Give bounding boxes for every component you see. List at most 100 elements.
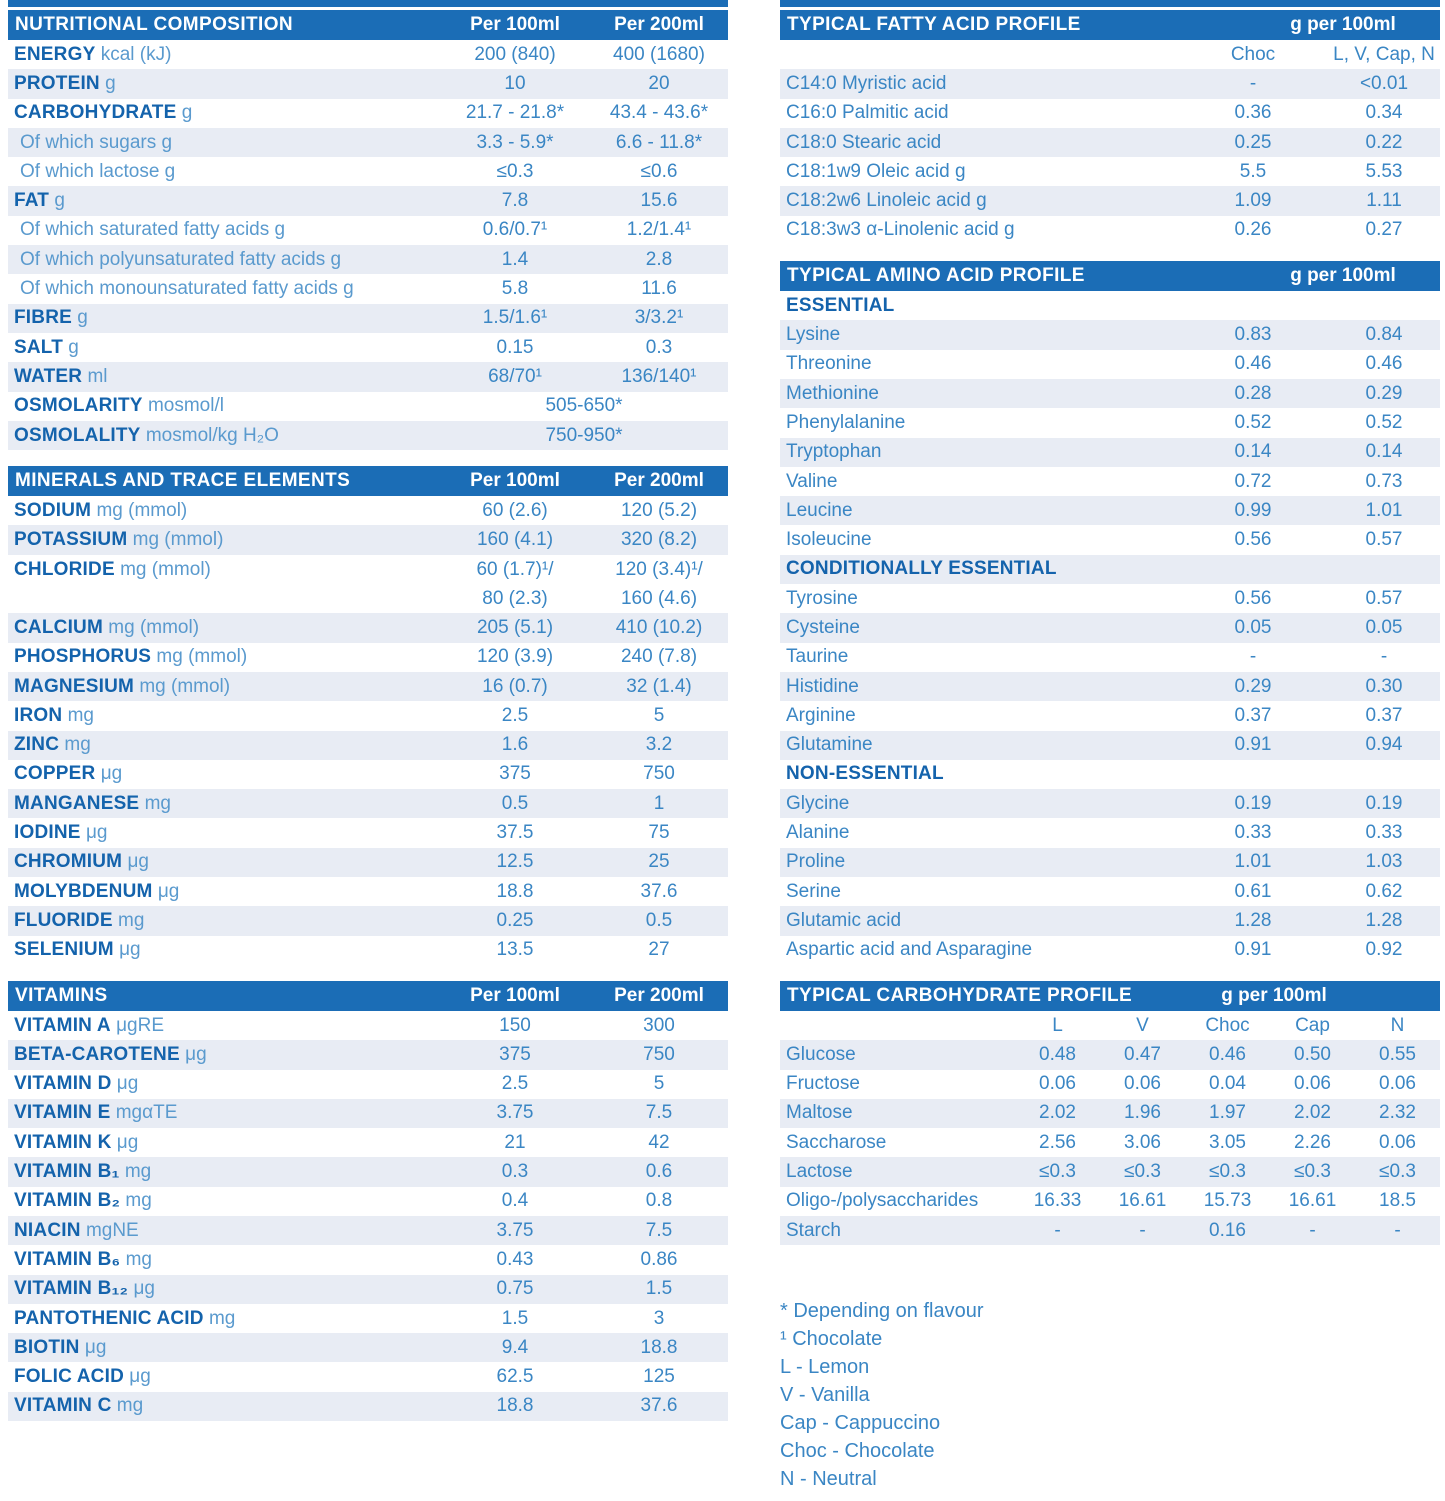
cell-value: 136/140¹: [621, 365, 697, 387]
row-label-strong: VITAMIN B₁₂: [14, 1278, 129, 1300]
table-row: CONDITIONALLY ESSENTIAL: [780, 554, 1440, 585]
column-header: Cap: [1295, 1014, 1330, 1036]
cell-value: 0.37: [1234, 704, 1272, 726]
cell-value: 2.02: [1294, 1102, 1331, 1124]
table-row: BIOTIN μg 9.4 18.8: [8, 1333, 728, 1363]
table-row: VITAMIN B₂ mg 0.4 0.8: [8, 1187, 728, 1216]
table-row: CHLORIDE mg (mmol) 60 (1.7)¹/80 (2.3) 120 …: [8, 555, 728, 614]
right-column: TYPICAL FATTY ACID PROFILE g per 100ml C…: [780, 0, 1440, 1493]
cell-value: 5.53: [1365, 160, 1403, 182]
table-row: Glucose 0.48 0.47 0.46 0.50 0.55: [780, 1040, 1440, 1070]
per-100ml-column-header: Per 100ml: [470, 14, 560, 35]
row-label: SODIUM mg (mmol): [8, 500, 440, 522]
cell-value: 0.48: [1039, 1043, 1076, 1065]
row-label: Methionine: [786, 382, 879, 404]
cell-value: 0.84: [1365, 324, 1403, 346]
cell-value: 16.61: [1118, 1190, 1167, 1212]
row-label: Phenylalanine: [786, 411, 906, 433]
row-label-strong: PROTEIN: [14, 72, 100, 94]
cell-value: 0.05: [1365, 616, 1403, 638]
section-title: TYPICAL AMINO ACID PROFILE: [787, 265, 1085, 287]
cell-value: 0.19: [1234, 792, 1272, 814]
cell-value: 375: [499, 1043, 531, 1065]
row-label-unit: Of which lactose g: [20, 160, 176, 182]
table-row: Threonine 0.46 0.46: [780, 350, 1440, 379]
carbohydrate-profile-rows: L V Choc Cap N Glucose 0.48 0.47 0.46 0.50 0.55 Fru…: [780, 1011, 1440, 1246]
cell-value: 2.5: [501, 704, 529, 726]
cell-value: 0.94: [1365, 734, 1403, 756]
cell-value: 75: [648, 822, 670, 844]
table-row: Isoleucine 0.56 0.57: [780, 525, 1440, 554]
per-200ml-column-header: Per 200ml: [614, 470, 704, 492]
table-row: Lysine 0.83 0.84: [780, 320, 1440, 350]
cell-value: 0.61: [1234, 880, 1272, 902]
row-label-strong: OSMOLARITY: [14, 395, 143, 417]
cell-value: 0.06: [1379, 1131, 1416, 1153]
amino-acid-profile-header: TYPICAL AMINO ACID PROFILE g per 100ml: [780, 261, 1440, 292]
top-rule-left: [8, 0, 728, 7]
cell-value: 6.6 - 11.8*: [615, 131, 703, 153]
cell-value: 0.8: [645, 1190, 673, 1212]
row-label: Valine: [786, 470, 838, 492]
cell-value: -: [1249, 646, 1257, 668]
fatty-acid-profile-rows: Choc L, V, Cap, N C14:0 Myristic acid - <0.0…: [780, 40, 1440, 245]
row-label-unit: g: [105, 72, 116, 94]
cell-value: -: [1054, 1219, 1061, 1241]
cell-value: 3.2: [645, 734, 673, 756]
table-row: C18:3w3 α-Linolenic acid g 0.26 0.27: [780, 216, 1440, 245]
footnote: * Depending on flavour: [780, 1300, 984, 1323]
table-row: Saccharose 2.56 3.06 3.05 2.26 0.06: [780, 1128, 1440, 1157]
row-label-strong: PANTOTHENIC ACID: [14, 1307, 204, 1329]
table-row: IODINE μg 37.5 75: [8, 818, 728, 847]
row-label-strong: VITAMIN E: [14, 1102, 111, 1124]
cell-value: 0.92: [1365, 939, 1403, 961]
cell-value: 0.6: [645, 1161, 673, 1183]
table-row: VITAMIN K μg 21 42: [8, 1128, 728, 1157]
row-label: OSMOLARITY mosmol/l: [8, 395, 440, 417]
table-row: MOLYBDENUM μg 18.8 37.6: [8, 877, 728, 906]
cell-value: 0.33: [1365, 822, 1403, 844]
row-label: Glycine: [786, 792, 850, 814]
cell-value: 0.25: [1234, 131, 1272, 153]
row-label-strong: FAT: [14, 190, 50, 212]
cell-value: 32 (1.4): [626, 675, 692, 697]
table-row: Oligo-/polysaccharides 16.33 16.61 15.73 16.…: [780, 1187, 1440, 1216]
row-label-strong: POTASSIUM: [14, 529, 128, 551]
table-row: Phenylalanine 0.52 0.52: [780, 408, 1440, 437]
cell-value: 0.29: [1365, 382, 1403, 404]
table-row: SALT g 0.15 0.3: [8, 333, 728, 362]
table-row: Valine 0.72 0.73: [780, 467, 1440, 496]
row-label: Of which monounsaturated fatty acids g: [8, 278, 440, 300]
row-label-unit: mg (mmol): [132, 529, 224, 551]
cell-value: 205 (5.1): [476, 616, 554, 638]
row-label: OSMOLALITY mosmol/kg H₂O: [8, 425, 440, 447]
cell-value: 5: [653, 704, 665, 726]
minerals-header: MINERALS AND TRACE ELEMENTS Per 100ml Pe…: [8, 466, 728, 497]
cell-value: 62.5: [496, 1366, 534, 1388]
cell-value: 0.52: [1365, 411, 1403, 433]
table-row: Fructose 0.06 0.06 0.04 0.06 0.06: [780, 1070, 1440, 1099]
category-label: NON-ESSENTIAL: [786, 763, 944, 785]
table-row: OSMOLALITY mosmol/kg H₂O 750-950*: [8, 420, 728, 451]
table-row: Starch - - 0.16 - -: [780, 1215, 1440, 1246]
row-label-unit: μg: [133, 1278, 155, 1300]
row-label-unit: g: [54, 190, 65, 212]
cell-value: 1.5: [645, 1278, 673, 1300]
row-label-strong: CALCIUM: [14, 616, 103, 638]
cell-value: 200 (840): [474, 43, 556, 65]
table-row: Serine 0.61 0.62: [780, 877, 1440, 906]
row-label-unit: mg: [125, 1190, 152, 1212]
table-row: BETA-CAROTENE μg 375 750: [8, 1040, 728, 1070]
cell-value: 16 (0.7): [482, 675, 548, 697]
row-label-strong: CHROMIUM: [14, 851, 123, 873]
cell-value: 15.6: [640, 190, 678, 212]
table-row: Of which polyunsaturated fatty acids g 1.…: [8, 245, 728, 275]
cell-value: 150: [499, 1014, 531, 1036]
row-label: CHROMIUM μg: [8, 851, 440, 873]
table-row: VITAMIN E mgαTE 3.75 7.5: [8, 1098, 728, 1129]
footnote: L - Lemon: [780, 1356, 870, 1379]
row-label-unit: mg: [67, 704, 94, 726]
cell-value: 0.46: [1234, 353, 1272, 375]
cell-value: 0.50: [1294, 1043, 1331, 1065]
